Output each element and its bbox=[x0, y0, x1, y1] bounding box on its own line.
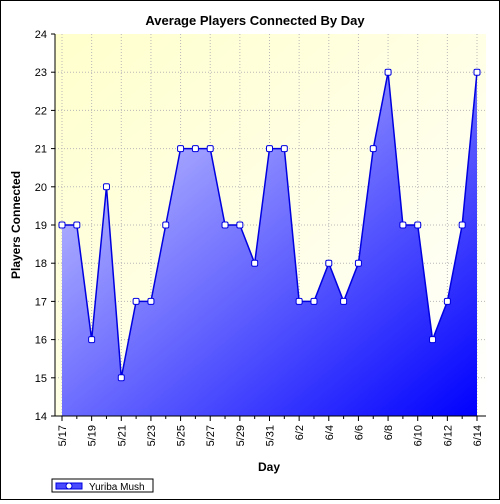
y-tick-label: 23 bbox=[35, 67, 47, 79]
chart-title: Average Players Connected By Day bbox=[145, 13, 365, 28]
x-tick-label: 6/2 bbox=[294, 425, 306, 440]
data-point bbox=[88, 336, 96, 344]
x-tick-label: 6/14 bbox=[472, 425, 484, 446]
data-point bbox=[473, 68, 481, 76]
y-tick-label: 22 bbox=[35, 105, 47, 117]
data-point bbox=[58, 221, 66, 229]
y-tick-label: 18 bbox=[35, 258, 47, 270]
legend-label: Yuriba Mush bbox=[89, 482, 145, 493]
y-tick-label: 24 bbox=[35, 29, 47, 41]
data-point bbox=[266, 145, 273, 153]
data-point bbox=[295, 297, 303, 305]
data-point bbox=[177, 145, 185, 153]
data-point bbox=[280, 145, 288, 153]
data-point bbox=[399, 221, 407, 229]
data-point bbox=[251, 259, 259, 267]
data-point bbox=[429, 336, 437, 344]
x-tick-label: 6/8 bbox=[383, 425, 395, 440]
x-tick-label: 6/6 bbox=[353, 425, 365, 440]
legend: Yuriba Mush bbox=[51, 478, 154, 493]
y-tick-label: 14 bbox=[35, 411, 47, 423]
x-tick-label: 5/29 bbox=[235, 425, 247, 446]
y-tick-label: 21 bbox=[35, 144, 47, 156]
x-tick-label: 5/19 bbox=[87, 425, 99, 446]
data-point bbox=[191, 145, 199, 153]
data-point bbox=[340, 297, 348, 305]
x-tick-label: 6/12 bbox=[442, 425, 454, 446]
data-point bbox=[117, 374, 125, 382]
legend-marker bbox=[65, 482, 73, 490]
x-tick-label: 5/27 bbox=[205, 425, 217, 446]
x-tick-label: 6/10 bbox=[413, 425, 425, 446]
data-point bbox=[102, 183, 110, 191]
data-point bbox=[414, 221, 422, 229]
x-tick-label: 5/31 bbox=[265, 425, 277, 446]
data-point bbox=[443, 297, 451, 305]
y-tick-label: 16 bbox=[35, 335, 47, 347]
data-point bbox=[236, 221, 244, 229]
data-point bbox=[147, 297, 155, 305]
y-axis-title: Players Connected bbox=[9, 171, 23, 279]
data-point bbox=[458, 221, 466, 229]
data-point bbox=[369, 145, 377, 153]
data-point bbox=[132, 297, 140, 305]
y-tick-label: 20 bbox=[35, 182, 47, 194]
data-point bbox=[310, 297, 318, 305]
y-tick-label: 17 bbox=[35, 296, 47, 308]
x-axis-title: Day bbox=[258, 460, 280, 474]
x-tick-label: 5/21 bbox=[116, 425, 128, 446]
x-tick-label: 6/4 bbox=[324, 425, 336, 440]
data-point bbox=[354, 259, 362, 267]
plot-area: 14 15 16 17 18 19 20 21 22 23 24 5/17 5/19 5/21 5/23 5/… bbox=[35, 29, 486, 446]
x-tick-label: 5/25 bbox=[176, 425, 188, 446]
x-tick-label: 5/17 bbox=[57, 425, 69, 446]
data-point bbox=[325, 259, 333, 267]
data-point bbox=[384, 68, 392, 76]
data-point bbox=[206, 145, 214, 153]
data-point bbox=[162, 221, 170, 229]
series-area bbox=[62, 72, 477, 416]
y-tick-label: 15 bbox=[35, 373, 47, 385]
y-tick-label: 19 bbox=[35, 220, 47, 232]
x-tick-label: 5/23 bbox=[146, 425, 158, 446]
data-point bbox=[221, 221, 229, 229]
data-point bbox=[73, 221, 81, 229]
